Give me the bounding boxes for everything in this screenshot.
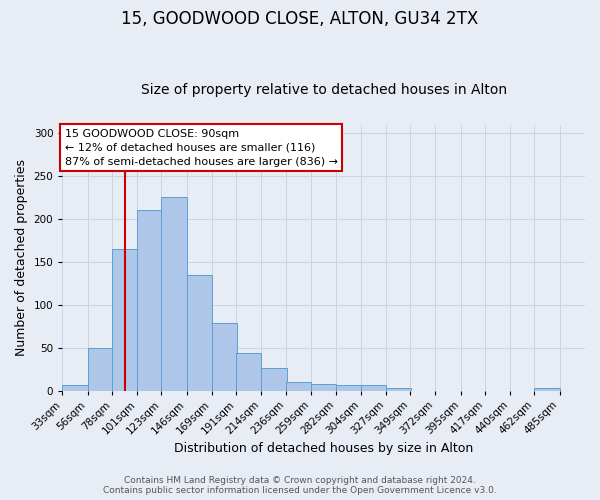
- Bar: [212, 323, 237, 390]
- Title: Size of property relative to detached houses in Alton: Size of property relative to detached ho…: [140, 83, 507, 97]
- Bar: [62, 384, 88, 390]
- Bar: [187, 274, 212, 390]
- X-axis label: Distribution of detached houses by size in Alton: Distribution of detached houses by size …: [174, 442, 473, 455]
- Bar: [262, 368, 287, 390]
- Bar: [311, 384, 337, 390]
- Bar: [361, 386, 386, 390]
- Bar: [236, 353, 262, 391]
- Bar: [137, 210, 163, 390]
- Bar: [337, 386, 362, 390]
- Bar: [286, 382, 311, 390]
- Y-axis label: Number of detached properties: Number of detached properties: [15, 159, 28, 356]
- Text: Contains HM Land Registry data © Crown copyright and database right 2024.
Contai: Contains HM Land Registry data © Crown c…: [103, 476, 497, 495]
- Bar: [88, 348, 113, 391]
- Bar: [112, 249, 137, 390]
- Bar: [535, 388, 560, 390]
- Text: 15, GOODWOOD CLOSE, ALTON, GU34 2TX: 15, GOODWOOD CLOSE, ALTON, GU34 2TX: [121, 10, 479, 28]
- Bar: [386, 388, 411, 390]
- Text: 15 GOODWOOD CLOSE: 90sqm
← 12% of detached houses are smaller (116)
87% of semi-: 15 GOODWOOD CLOSE: 90sqm ← 12% of detach…: [65, 129, 338, 167]
- Bar: [161, 198, 187, 390]
